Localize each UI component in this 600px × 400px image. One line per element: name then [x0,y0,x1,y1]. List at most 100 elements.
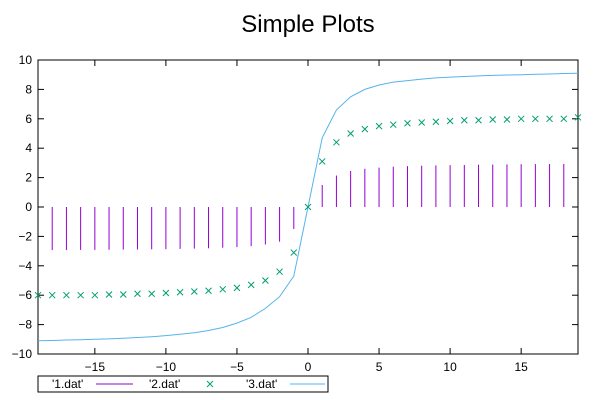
series-2-point-stroke [560,115,568,123]
series-2-point-stroke [446,117,454,125]
series-2-point [119,291,127,298]
series-2-point [162,289,170,297]
series-2-point-stroke [190,288,198,295]
series-2-point-stroke [276,268,283,276]
series-2-point [517,115,525,123]
series-2-point [574,113,582,121]
series-2-point [361,125,369,133]
series-2-point-stroke [489,116,497,123]
series-2-point [404,119,411,127]
series-2-point-stroke [475,116,482,124]
series-2-point-stroke [347,130,354,137]
series-2-point [446,117,454,125]
y-tick-label: 8 [25,82,32,96]
series-2-point [347,130,354,137]
series-2-point-stroke [219,285,227,293]
series-2-point [290,249,298,256]
y-tick-label: 2 [25,171,32,185]
series-2-point-stroke [148,290,156,298]
legend-swatch-2-stroke [206,380,214,388]
series-2-point-stroke [532,115,539,123]
x-tick-label: −10 [156,360,177,374]
series-2-point-stroke [63,291,70,299]
series-2-point-stroke [176,288,184,296]
series-2-point [134,290,141,298]
series-2-point [34,291,42,299]
series-2-point [418,119,426,126]
x-tick-label: 10 [443,360,457,374]
series-2-point [190,288,198,295]
series-2-point [432,118,440,126]
series-2-point [205,287,212,295]
series-2-point [91,291,99,299]
series-2-point-stroke [162,289,170,297]
series-2-point [176,288,184,296]
series-2-point [233,284,241,292]
legend: '1.dat' '2.dat' '3.dat' [37,375,329,393]
series-2-point [276,268,283,276]
y-tick-label: 4 [25,141,32,155]
series-2-point [560,115,568,123]
y-tick-label: −6 [18,288,32,302]
series-2-point-stroke [119,291,127,298]
y-tick-label: 6 [25,112,32,126]
legend-swatch-2 [206,380,214,388]
series-2-point-stroke [205,287,212,295]
series-2-point-stroke [460,116,468,124]
series-2-point-stroke [404,119,411,127]
y-tick-label: −4 [18,259,32,273]
series-2-point-stroke [375,122,383,130]
series-2-point-stroke [262,277,269,284]
series-2-point [105,291,113,298]
legend-label-3: '3.dat' [246,377,277,391]
series-2-point-stroke [389,121,397,129]
legend-label-2: '2.dat' [149,377,180,391]
y-tick-label: −2 [18,229,32,243]
y-tick-label: 0 [25,200,32,214]
series-2-point [48,291,56,299]
series-2-point-stroke [517,115,525,123]
series-2-point-stroke [574,113,582,121]
legend-label-1: '1.dat' [52,377,83,391]
series-2-point [489,116,497,123]
series-2-point-stroke [333,138,340,146]
series-2-point [219,285,227,293]
series-2-point [148,290,156,298]
x-tick-label: −5 [230,360,244,374]
series-2-point [304,203,312,211]
legend-box [37,375,329,393]
series-2-point-stroke [91,291,99,299]
series-2-point-stroke [34,291,42,299]
series-2-point [532,115,539,123]
series-2-point-stroke [233,284,241,292]
series-2-point [546,115,553,123]
series-2-point [389,121,397,129]
series-2-point [375,122,383,130]
series-2-point [77,291,84,299]
series-layer [34,72,582,342]
series-2-point-stroke [134,290,141,298]
x-tick-label: 15 [514,360,528,374]
axis-ticks: −10 −8 −6 −4 −2 0 2 4 6 8 10 −15 −10 −5 0 5 10 15 [12,53,578,374]
series-2-point-stroke [432,118,440,126]
series-2-point-stroke [418,119,426,126]
series-2-point-stroke [318,158,326,165]
series-2-point [460,116,468,124]
series-2-point-stroke [105,291,113,298]
series-2-point [475,116,482,124]
series-2-point [262,277,269,284]
y-tick-label: 10 [19,53,33,67]
series-2-point [63,291,70,299]
series-2-point [503,116,511,123]
x-tick-label: 5 [376,360,383,374]
series-2-point-stroke [546,115,553,123]
series-2-point-stroke [361,125,369,133]
x-tick-label: −15 [85,360,106,374]
series-2-point [318,158,326,165]
y-tick-label: −10 [12,347,33,361]
series-2-point [247,281,255,289]
series-2-point-stroke [503,116,511,123]
series-2-point [333,138,340,146]
series-2-point-stroke [290,249,298,256]
